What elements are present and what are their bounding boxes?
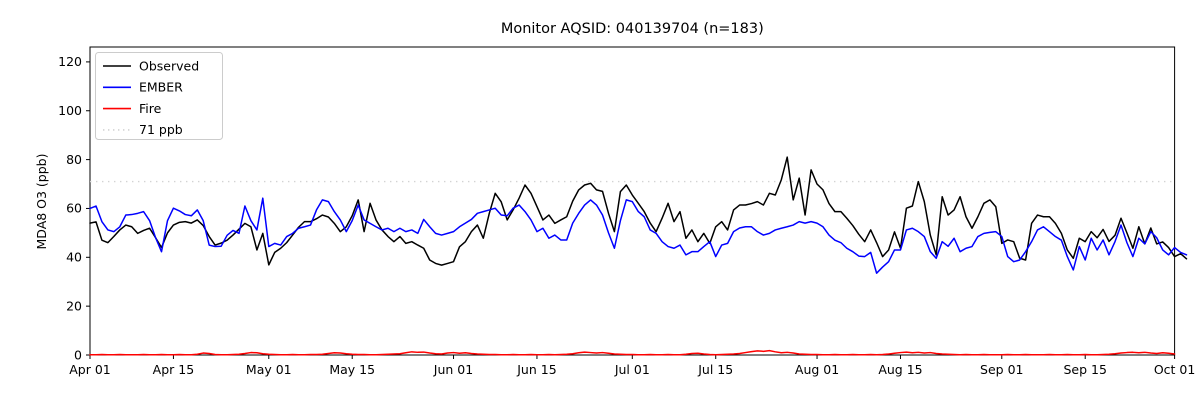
x-tick-label: Apr 15 <box>153 362 195 377</box>
y-tick-label: 40 <box>66 250 82 265</box>
x-tick-label: May 15 <box>329 362 375 377</box>
y-tick-label: 80 <box>66 152 82 167</box>
legend-label-fire: Fire <box>139 101 162 116</box>
x-tick-label: Jun 15 <box>516 362 556 377</box>
x-tick-label: May 01 <box>246 362 292 377</box>
chart-title: Monitor AQSID: 040139704 (n=183) <box>501 21 764 37</box>
x-tick-label: Jul 01 <box>614 362 650 377</box>
legend-label-71-ppb: 71 ppb <box>139 122 183 137</box>
x-tick-label: Aug 15 <box>878 362 922 377</box>
x-tick-label: Apr 01 <box>69 362 111 377</box>
x-tick-label: Sep 15 <box>1063 362 1106 377</box>
x-tick-label: Jun 01 <box>433 362 473 377</box>
legend: Observed EMBER Fire 71 ppb <box>95 52 223 140</box>
x-tick-label: Oct 01 <box>1154 362 1196 377</box>
x-tick-label: Sep 01 <box>980 362 1023 377</box>
y-tick-label: 0 <box>74 347 82 362</box>
y-tick-label: 20 <box>66 298 82 313</box>
fire-line <box>89 349 1176 356</box>
x-tick-label: Jul 15 <box>697 362 733 377</box>
legend-label-ember: EMBER <box>139 80 183 95</box>
legend-label-observed: Observed <box>139 58 199 73</box>
plot-area: 0 20 40 60 80 100 120 Apr 01 Apr 15 May 01 May 15 J… <box>58 46 1196 377</box>
y-tick-label: 120 <box>58 54 82 69</box>
y-tick-label: 60 <box>66 201 82 216</box>
ember-line <box>89 197 1188 274</box>
y-axis-label: MDA8 O3 (ppb) <box>34 154 49 250</box>
x-tick-label: Aug 01 <box>795 362 839 377</box>
legend-box <box>95 52 223 140</box>
y-tick-label: 100 <box>58 103 82 118</box>
